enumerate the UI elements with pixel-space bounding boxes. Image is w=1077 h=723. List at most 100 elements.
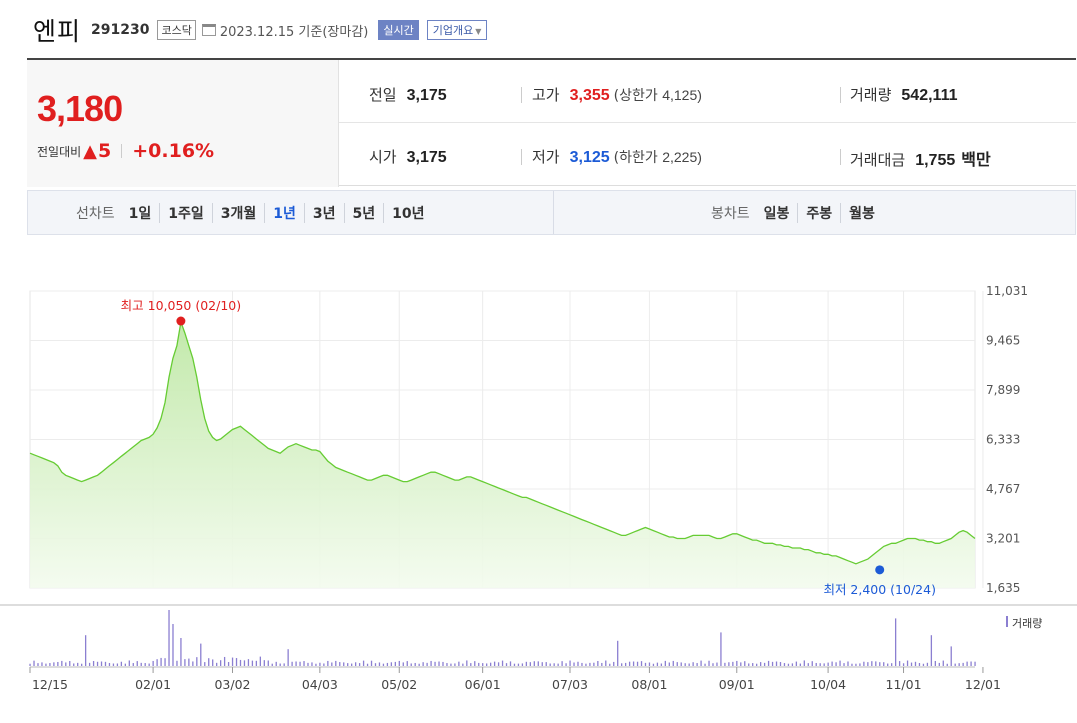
volume-bar [617, 640, 619, 666]
volume-bar [493, 661, 496, 666]
volume-bar [533, 661, 535, 666]
volume-bar [799, 663, 801, 666]
price-area [30, 322, 975, 588]
period-10y[interactable]: 10년 [383, 202, 432, 223]
volume-bar [77, 662, 79, 666]
volume-bar [267, 660, 269, 666]
line-chart-label: 선차트 [76, 205, 115, 222]
volume-bar [581, 662, 583, 666]
volume-bar [549, 663, 551, 666]
upper-limit-value: 4,125) [662, 87, 702, 103]
volume-bar [65, 662, 67, 666]
divider [121, 144, 123, 158]
volume-bar [446, 663, 448, 666]
current-price-box: 3,180 전일대비 ▲ 5 +0.16% [27, 60, 339, 187]
stock-header: 엔피 291230 코스닥 2023.12.15 기준(장마감) 실시간 기업개… [33, 12, 488, 48]
volume-bar [593, 662, 595, 666]
volume-bar [57, 661, 59, 666]
volume-bar [279, 663, 281, 666]
y-tick-label: 9,465 [986, 334, 1020, 348]
x-axis-ticks: 12/15 02/01 03/02 04/03 05/02 06/01 07/03 08/01… [29, 667, 1001, 692]
period-5y[interactable]: 5년 [343, 202, 384, 223]
y-tick-label: 11,031 [986, 284, 1028, 298]
volume-bar [100, 661, 103, 666]
period-3m[interactable]: 3개월 [211, 202, 265, 223]
period-3y[interactable]: 3년 [303, 202, 344, 223]
period-1d[interactable]: 1일 [128, 205, 152, 222]
volume-bar [402, 662, 404, 666]
x-tick-label: 05/02 [381, 677, 417, 692]
row-divider [339, 122, 1076, 123]
volume-bar [315, 663, 317, 666]
x-tick-label: 03/02 [214, 677, 250, 692]
volume-bar [144, 663, 146, 666]
volume-bar [656, 662, 659, 666]
volume-bar [835, 662, 837, 666]
volume-bar [950, 646, 952, 666]
volume-bar [946, 663, 948, 666]
volume-bar [902, 663, 905, 666]
volume-bar [644, 662, 647, 666]
volume-bar [204, 662, 206, 666]
volume-bar [887, 663, 889, 666]
volume-bar [299, 661, 301, 666]
volume-bar [541, 662, 543, 666]
amount-value: 1,755 [915, 152, 956, 169]
volume-bar [223, 656, 226, 666]
amount-label: 거래대금 [850, 151, 906, 169]
change-label: 전일대비 [37, 144, 82, 159]
amount-unit: 백만 [961, 152, 991, 169]
volume-bar [672, 660, 674, 666]
volume-bar [795, 661, 798, 666]
volume-bar [136, 661, 138, 666]
volume-bar [33, 660, 35, 666]
company-overview-label: 기업개요 [432, 24, 474, 37]
volume-value: 542,111 [901, 87, 958, 104]
upper-limit-label: (상한가 [613, 88, 658, 104]
volume-bar [208, 658, 210, 666]
volume-bar [489, 662, 492, 666]
period-1y[interactable]: 1년 [264, 202, 304, 223]
volume-bar [771, 661, 774, 666]
volume-bar [69, 661, 71, 666]
period-1w[interactable]: 1주일 [159, 202, 212, 223]
upper-limit: (상한가 4,125) [614, 85, 702, 105]
volume-bar [327, 660, 329, 666]
lower-limit: (하한가 2,225) [614, 147, 702, 167]
volume-bar [918, 663, 921, 666]
volume-bar [906, 660, 909, 666]
volume-bar [370, 660, 373, 666]
realtime-button[interactable]: 실시간 [378, 20, 419, 40]
quote-date: 2023.12.15 기준(장마감) [219, 24, 369, 40]
volume-bar [557, 663, 559, 666]
volume-bar [124, 663, 126, 666]
volume-bar [819, 663, 821, 666]
volume-bar [652, 663, 655, 666]
price-annotations: 최고 10,050 (02/10) 최저 2,400 (10/24) [121, 298, 936, 597]
volume-bar [688, 663, 690, 666]
volume-bar [537, 661, 539, 666]
candle-monthly[interactable]: 월봉 [840, 202, 883, 223]
volume-bar [482, 663, 484, 666]
volume-bar [235, 658, 238, 666]
volume-bar [347, 663, 349, 666]
x-tick-label: 11/01 [886, 677, 922, 692]
volume-bar [152, 660, 154, 666]
volume-bar [807, 663, 809, 666]
volume-bar [823, 663, 825, 666]
volume-bar [752, 663, 754, 666]
price-change: 전일대비 ▲ 5 +0.16% [37, 140, 214, 162]
candle-weekly[interactable]: 주봉 [797, 202, 840, 223]
volume-bar [712, 663, 714, 666]
volume-bar [831, 661, 833, 666]
volume-bar [680, 662, 682, 666]
candle-daily[interactable]: 일봉 [763, 205, 790, 222]
company-overview-dropdown[interactable]: 기업개요 ▼ [426, 20, 488, 40]
volume-bar [172, 624, 174, 666]
volume-bar [120, 661, 123, 666]
volume-bar [176, 660, 178, 666]
volume-bar [660, 663, 663, 666]
volume-bar [259, 656, 261, 666]
volume-bar [84, 635, 87, 666]
lower-limit-label: (하한가 [613, 150, 658, 166]
